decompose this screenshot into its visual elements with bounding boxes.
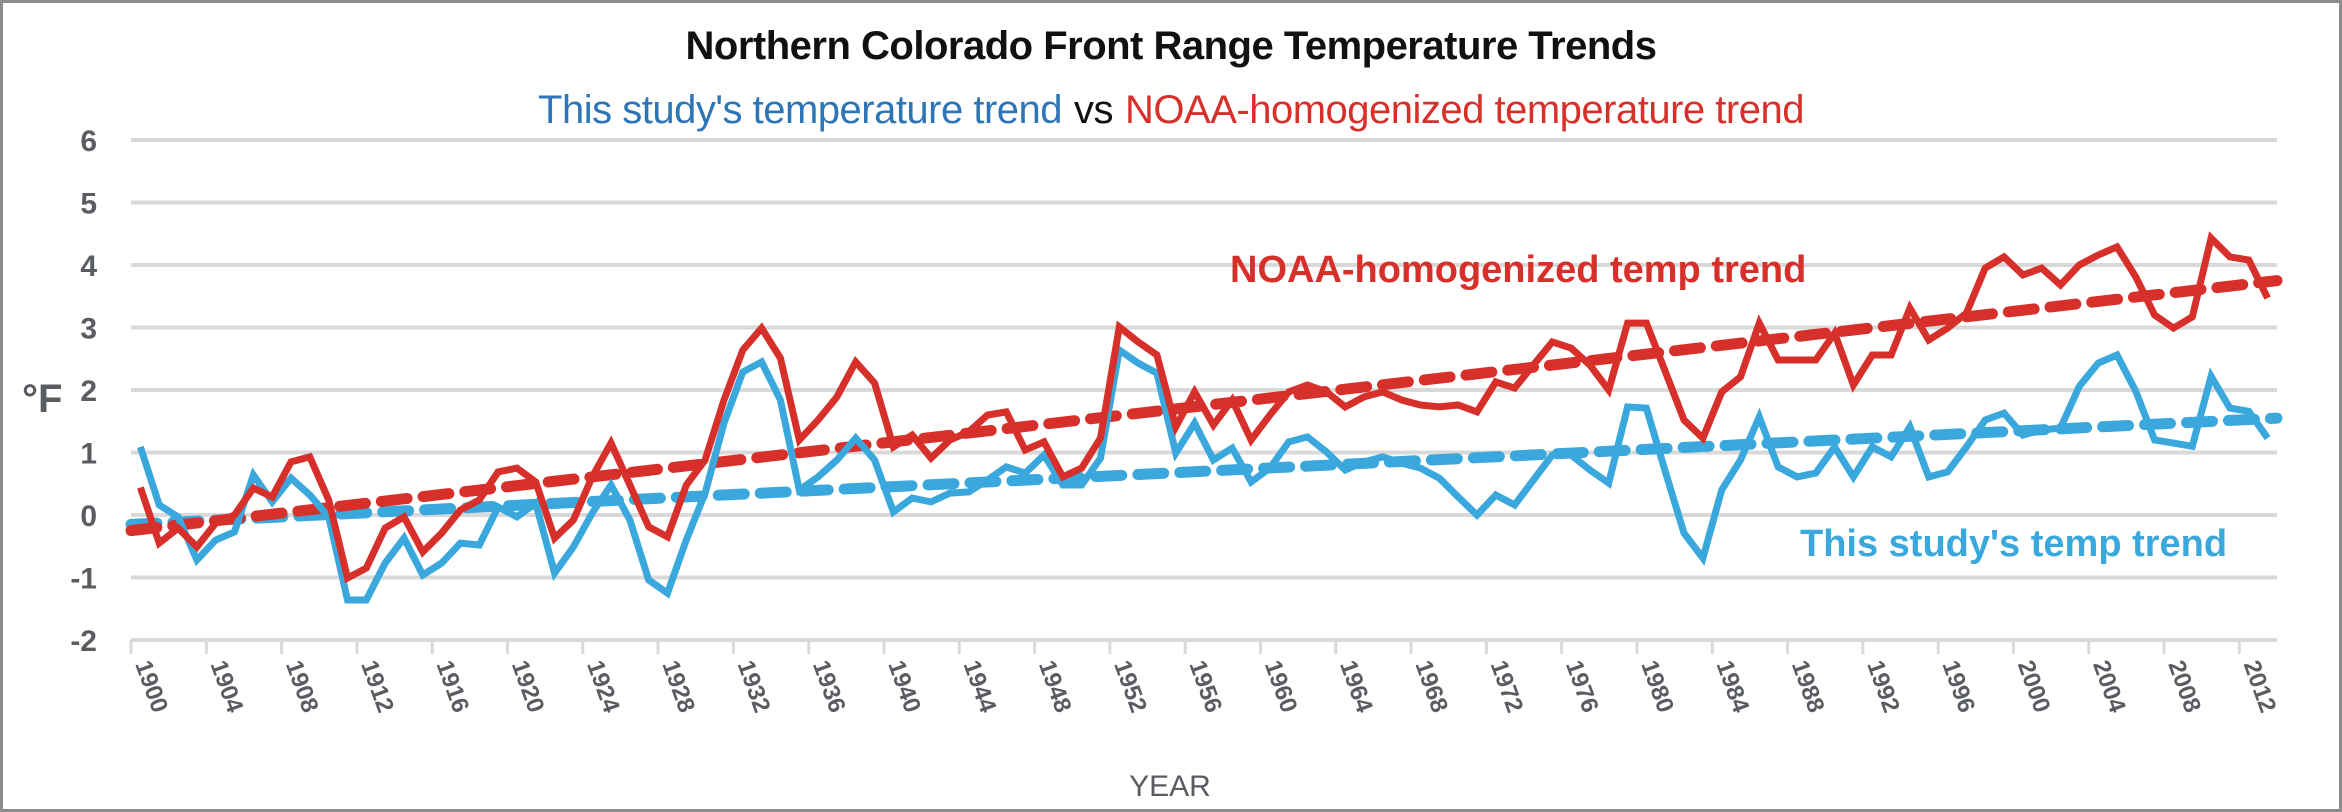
x-tick-label: 1928 (656, 657, 700, 716)
x-tick-label: 1988 (1786, 657, 1830, 716)
x-tick-label: 1924 (581, 657, 625, 717)
x-tick-label: 1952 (1108, 657, 1152, 716)
x-tick-label: 1956 (1184, 657, 1228, 716)
x-tick-label: 1968 (1409, 657, 1453, 716)
y-tick-label: 5 (80, 188, 97, 221)
y-axis-label: °F (22, 377, 62, 421)
y-tick-label: 2 (80, 375, 97, 408)
gridlines (131, 138, 2277, 580)
x-tick-label: 1960 (1259, 657, 1303, 716)
subtitle-noaa-part: NOAA-homogenized temperature trend (1125, 88, 1804, 132)
data-lines (137, 231, 2271, 604)
x-tick-label: 1920 (506, 657, 550, 716)
subtitle-study-part: This study's temperature trend (538, 88, 1063, 132)
chart-subtitle: This study's temperature trend vs NOAA-hom… (0, 88, 2342, 133)
x-tick-label: 1908 (280, 657, 324, 716)
x-tick-label: 1900 (129, 657, 173, 716)
x-tick-label: 1996 (1937, 657, 1981, 716)
x-tick-label: 1904 (205, 657, 249, 717)
x-tick-label: 1944 (958, 657, 1002, 717)
x-axis: 1900 1904 1908 1912 1916 1920 1924 1928 1932 1936… (129, 638, 2282, 717)
x-tick-label: 1984 (1711, 657, 1755, 717)
y-tick-label: -2 (70, 625, 97, 658)
x-tick-label: 2008 (2162, 657, 2206, 716)
x-axis-label: YEAR (1129, 770, 1211, 803)
x-tick-label: 2000 (2012, 657, 2056, 716)
y-tick-label: 4 (80, 250, 97, 283)
chart-title: Northern Colorado Front Range Temperatur… (685, 24, 1657, 68)
x-tick-label: 1936 (807, 657, 851, 716)
x-tick-label: 1912 (355, 657, 399, 716)
annotation-noaa-trend: NOAA-homogenized temp trend (1230, 249, 1806, 291)
x-tick-label: 1992 (1861, 657, 1905, 716)
y-tick-label: 6 (80, 125, 97, 158)
noaa-series-line (137, 231, 2271, 584)
x-tick-label: 1976 (1560, 657, 1604, 716)
x-tick-label: 1932 (732, 657, 776, 716)
y-axis-ticks: -2 -1 0 1 2 3 4 5 6 (70, 125, 97, 658)
x-tick-label: 1948 (1033, 657, 1077, 716)
annotation-study-trend: This study's temp trend (1800, 523, 2227, 565)
x-tick-label: 1916 (431, 657, 475, 716)
x-tick-label: 1940 (882, 657, 926, 716)
study-trend-line (125, 412, 2283, 530)
x-tick-label: 1964 (1334, 657, 1378, 717)
x-tick-label: 1972 (1485, 657, 1529, 716)
study-series-line (137, 343, 2271, 604)
y-tick-label: 1 (80, 438, 97, 471)
x-tick-label: 1980 (1635, 657, 1679, 716)
y-tick-label: 3 (80, 313, 97, 346)
x-tick-label: 2012 (2238, 657, 2282, 716)
y-tick-label: 0 (80, 500, 97, 533)
y-tick-label: -1 (70, 563, 97, 596)
subtitle-vs: vs (1074, 88, 1114, 132)
x-tick-label: 2004 (2087, 657, 2131, 717)
